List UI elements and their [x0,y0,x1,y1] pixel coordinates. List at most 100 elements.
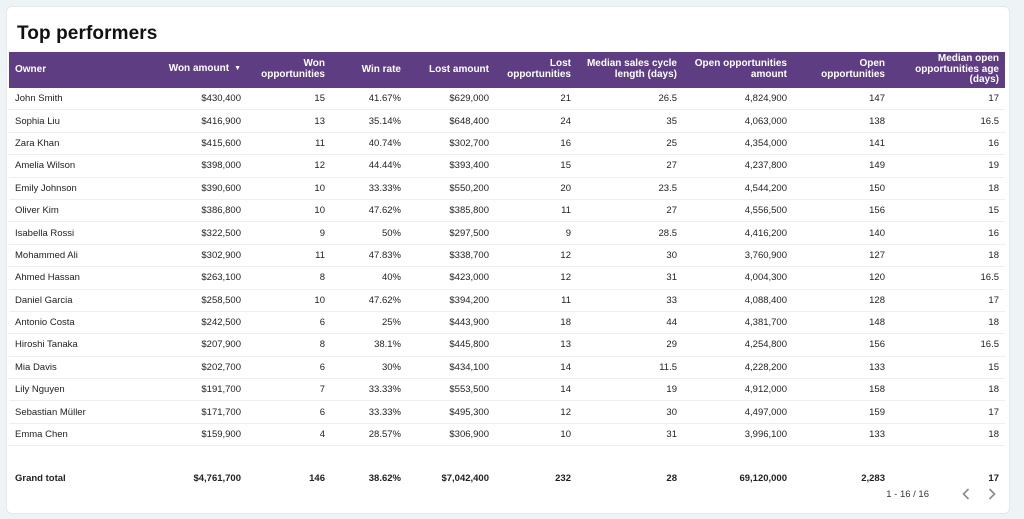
grand-total-cell: $7,042,400 [441,473,489,485]
table-row[interactable]: Antonio Costa $242,500 6 25% $443,900 18 44 4,3… [9,311,1005,334]
table-row[interactable]: Sophia Liu $416,900 13 35.14% $648,400 24 35 4,… [9,110,1005,133]
table-cell: 16.5 [980,115,1000,127]
table-cell: 26.5 [658,92,678,104]
column-header-8[interactable]: Open opportunities [793,52,891,88]
column-header-0[interactable]: Owner [9,52,111,88]
sort-desc-icon[interactable]: ▼ [234,65,241,72]
column-header-9[interactable]: Median open opportunities age (days) [891,52,1005,88]
table-cell: 33.33% [368,406,401,418]
table-cell: $258,500 [201,294,241,306]
table-header-row: Owner Won amount ▼ Won opportunities Win rat… [9,52,1005,88]
owner-cell: Daniel Garcia [15,294,73,306]
table-cell: $322,500 [201,227,241,239]
table-row[interactable]: Amelia Wilson $398,000 12 44.44% $393,400 15 2… [9,155,1005,178]
column-header-4[interactable]: Lost amount [407,52,495,88]
table-cell: 11.5 [659,361,677,373]
table-row[interactable]: Sebastian Müller $171,700 6 33.33% $495,300 1… [9,401,1005,424]
table-cell: 15 [988,205,999,217]
grand-total-cell: 17 [988,473,999,485]
table-cell: 41.67% [368,92,401,104]
grand-total-cell: 146 [309,473,325,485]
column-header-2[interactable]: Won opportunities [247,52,331,88]
table-cell: $385,800 [449,205,489,217]
table-row[interactable]: Mohammed Ali $302,900 11 47.83% $338,700 12 30… [9,244,1005,267]
table-cell: $648,400 [449,115,489,127]
table-cell: $171,700 [201,406,241,418]
table-cell: 18 [560,317,571,329]
column-header-3[interactable]: Win rate [331,52,407,88]
table-cell: 19 [666,384,677,396]
table-cell: 156 [869,339,885,351]
table-cell: 4,556,500 [744,205,787,217]
column-header-1[interactable]: Won amount ▼ [111,52,247,88]
table-cell: 15 [560,160,571,172]
table-cell: 12 [560,272,571,284]
table-cell: $394,200 [449,294,489,306]
table-row[interactable]: Lily Nguyen $191,700 7 33.33% $553,500 14 19 4,… [9,379,1005,401]
chevron-right-icon[interactable] [985,487,999,501]
table-cell: 128 [869,294,885,306]
pagination-label: 1 - 16 / 16 [886,488,929,500]
table-cell: 35.14% [368,115,401,127]
owner-cell: Lily Nguyen [15,384,65,396]
table-cell: 28.5 [658,227,678,239]
column-header-label: Lost amount [429,63,489,75]
column-header-6[interactable]: Median sales cycle length (days) [577,52,683,88]
table-row[interactable]: Zara Khan $415,600 11 40.74% $302,700 16 25 4,3… [9,132,1005,155]
column-header-5[interactable]: Lost opportunities [495,52,577,88]
table-cell: 18 [988,384,999,396]
table-cell: $159,900 [201,429,241,441]
table-row[interactable]: Ahmed Hassan $263,100 8 40% $423,000 12 31 4,00… [9,267,1005,290]
table-cell: 6 [319,406,325,418]
table-cell: $430,400 [201,92,241,104]
table-cell: 16 [988,137,999,149]
table-cell: 4,063,000 [744,115,787,127]
table-cell: 10 [314,182,325,194]
table-cell: 30 [666,249,677,261]
table-cell: $242,500 [201,317,241,329]
chevron-left-icon[interactable] [959,487,973,501]
table-cell: 11 [315,137,325,149]
table-row[interactable]: Emily Johnson $390,600 10 33.33% $550,200 20 2… [9,177,1005,200]
table-cell: 18 [988,429,999,441]
column-header-label: Median sales cycle length (days) [586,58,677,80]
table-row[interactable]: Isabella Rossi $322,500 9 50% $297,500 9 28.5 4… [9,222,1005,245]
table-row[interactable]: Emma Chen $159,900 4 28.57% $306,900 10 31 3,99… [9,423,1005,446]
grand-total-cell: 2,283 [861,473,885,485]
owner-cell: Oliver Kim [15,205,59,217]
table-cell: $386,800 [201,205,241,217]
table-row[interactable]: Hiroshi Tanaka $207,900 8 38.1% $445,800 13 29… [9,334,1005,357]
table-row[interactable]: Daniel Garcia $258,500 10 47.62% $394,200 11 3… [9,289,1005,312]
table-cell: 44 [666,317,677,329]
table-cell: $415,600 [201,137,241,149]
grand-total-label: Grand total [15,473,66,485]
column-header-7[interactable]: Open opportunities amount [683,52,793,88]
table-row[interactable]: Mia Davis $202,700 6 30% $434,100 14 11.5 4,228… [9,356,1005,379]
table-cell: 28.57% [368,429,401,441]
table-cell: 10 [314,294,325,306]
table-cell: 7 [319,384,325,396]
table-cell: 33.33% [368,182,401,194]
table-row[interactable]: Oliver Kim $386,800 10 47.62% $385,800 11 27 4,… [9,199,1005,222]
column-header-label: Won amount [168,63,230,74]
table-cell: 12 [560,406,571,418]
table-cell: 14 [560,384,571,396]
owner-cell: Amelia Wilson [15,160,76,172]
table-cell: $202,700 [201,361,241,373]
table-row[interactable]: John Smith $430,400 15 41.67% $629,000 21 26.5… [9,88,1005,110]
table-cell: $302,700 [449,137,489,149]
table-cell: 16 [988,227,999,239]
table-cell: $495,300 [449,406,489,418]
table-cell: 47.62% [368,205,401,217]
table-cell: 47.62% [368,294,401,306]
table-cell: 147 [869,92,885,104]
table-cell: 133 [869,361,885,373]
table-cell: 9 [319,227,325,239]
table-cell: $550,200 [449,182,489,194]
table-cell: 38.1% [374,339,401,351]
owner-cell: John Smith [15,92,63,104]
table-cell: 12 [314,160,325,172]
table-cell: 6 [319,361,325,373]
table-cell: 9 [565,227,571,239]
table-cell: 17 [988,406,999,418]
